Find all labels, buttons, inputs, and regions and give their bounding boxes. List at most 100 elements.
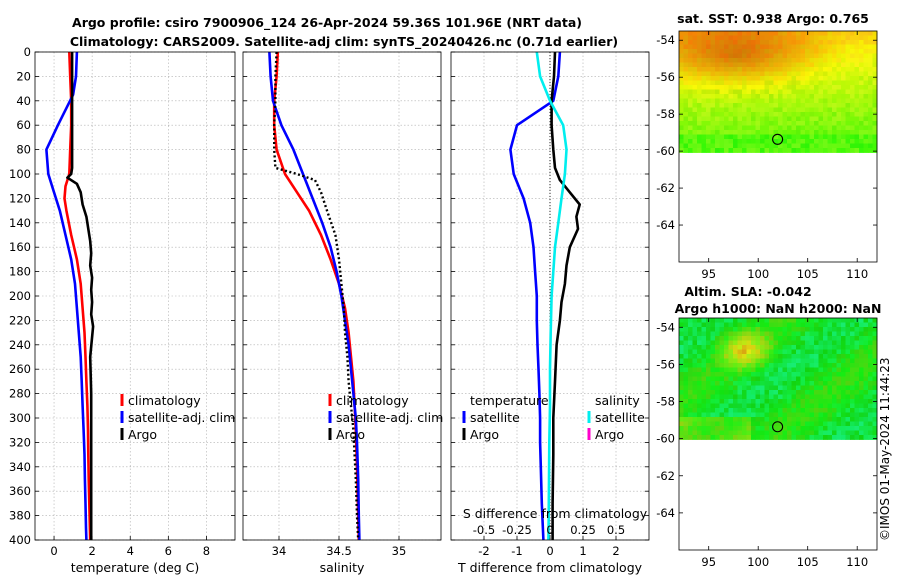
heatmap-cell <box>755 372 761 377</box>
heatmap-cell <box>764 435 770 440</box>
heatmap-cell <box>742 107 747 113</box>
legend-label: satellite-adj. clim <box>128 410 235 425</box>
heatmap-cell <box>710 381 716 386</box>
heatmap-cell <box>832 426 837 431</box>
heatmap-cell <box>751 426 756 431</box>
heatmap-cell <box>742 322 747 328</box>
heatmap-cell <box>715 381 720 386</box>
heatmap-cell <box>845 76 851 81</box>
heatmap-cell <box>737 121 743 126</box>
series-argo <box>66 52 95 540</box>
heatmap-cell <box>850 103 855 108</box>
heatmap-cell <box>688 331 693 337</box>
x-tick-label: 4 <box>127 544 134 558</box>
heatmap-cell <box>706 89 711 95</box>
heatmap-cell <box>872 345 878 350</box>
heatmap-cell <box>872 143 878 149</box>
heatmap-cell <box>814 363 819 368</box>
heatmap-cell <box>764 125 770 131</box>
heatmap-cell <box>787 331 792 337</box>
heatmap-cell <box>809 390 815 395</box>
heatmap-cell <box>688 121 693 126</box>
heatmap-cell <box>701 130 707 135</box>
heatmap-cell <box>787 103 792 108</box>
heatmap-cell <box>733 76 738 81</box>
heatmap-cell <box>800 58 806 63</box>
heatmap-cell <box>769 89 774 95</box>
heatmap-cell <box>818 381 824 386</box>
heatmap-cell <box>715 340 720 346</box>
heatmap-cell <box>697 435 702 440</box>
heatmap-cell <box>719 381 725 386</box>
heatmap-cell <box>769 336 774 341</box>
heatmap-cell <box>769 435 774 440</box>
heatmap-cell <box>859 430 864 436</box>
heatmap-cell <box>751 80 756 86</box>
heatmap-cell <box>823 390 828 395</box>
heatmap-cell <box>719 363 725 368</box>
heatmap-cell <box>854 62 860 68</box>
heatmap-cell <box>814 426 819 431</box>
heatmap-cell <box>737 372 743 377</box>
heatmap-cell <box>683 71 689 77</box>
heatmap-cell <box>872 53 878 59</box>
heatmap-cell <box>791 130 797 135</box>
heatmap-cell <box>683 349 689 355</box>
heatmap-cell <box>755 417 761 422</box>
heatmap-cell <box>737 336 743 341</box>
heatmap-cell <box>814 31 819 36</box>
heatmap-cell <box>697 403 702 409</box>
heatmap-cell <box>859 71 864 77</box>
heatmap-cell <box>841 412 846 418</box>
heatmap-cell <box>832 44 837 50</box>
heatmap-cell <box>800 130 806 135</box>
heatmap-cell <box>724 322 729 328</box>
heatmap-cell <box>769 358 774 364</box>
heatmap-cell <box>706 76 711 81</box>
heatmap-cell <box>868 107 873 113</box>
heatmap-cell <box>737 358 743 364</box>
heatmap-cell <box>800 62 806 68</box>
heatmap-cell <box>796 112 801 117</box>
heatmap-cell <box>814 85 819 90</box>
heatmap-cell <box>836 318 842 323</box>
heatmap-cell <box>827 53 833 59</box>
heatmap-cell <box>778 112 783 117</box>
heatmap-cell <box>778 349 783 355</box>
heatmap-cell <box>796 53 801 59</box>
heatmap-cell <box>823 67 828 72</box>
heatmap-cell <box>701 94 707 99</box>
heatmap-cell <box>809 121 815 126</box>
heatmap-cell <box>818 358 824 364</box>
heatmap-cell <box>746 367 752 373</box>
heatmap-cell <box>805 67 810 72</box>
heatmap-cell <box>746 67 752 72</box>
heatmap-cell <box>742 354 747 359</box>
heatmap-cell <box>683 417 689 422</box>
heatmap-cell <box>728 435 734 440</box>
heatmap-cell <box>701 318 707 323</box>
heatmap-cell <box>733 340 738 346</box>
heatmap-cell <box>827 385 833 391</box>
heatmap-cell <box>742 80 747 86</box>
heatmap-cell <box>692 89 698 95</box>
series-t-satellite <box>509 51 562 541</box>
heatmap-cell <box>800 76 806 81</box>
heatmap-cell <box>805 148 810 153</box>
heatmap-cell <box>715 67 720 72</box>
heatmap-cell <box>814 417 819 422</box>
heatmap-cell <box>697 358 702 364</box>
heatmap-cell <box>796 394 801 400</box>
heatmap-cell <box>845 94 851 99</box>
heatmap-cell <box>868 121 873 126</box>
heatmap-cell <box>863 349 869 355</box>
heatmap-cell <box>859 358 864 364</box>
heatmap-cell <box>764 139 770 144</box>
heatmap-cell <box>683 85 689 90</box>
heatmap-cell <box>697 112 702 117</box>
heatmap-cell <box>863 130 869 135</box>
heatmap-cell <box>724 363 729 368</box>
heatmap-cell <box>827 107 833 113</box>
heatmap-cell <box>796 390 801 395</box>
heatmap-cell <box>841 322 846 328</box>
